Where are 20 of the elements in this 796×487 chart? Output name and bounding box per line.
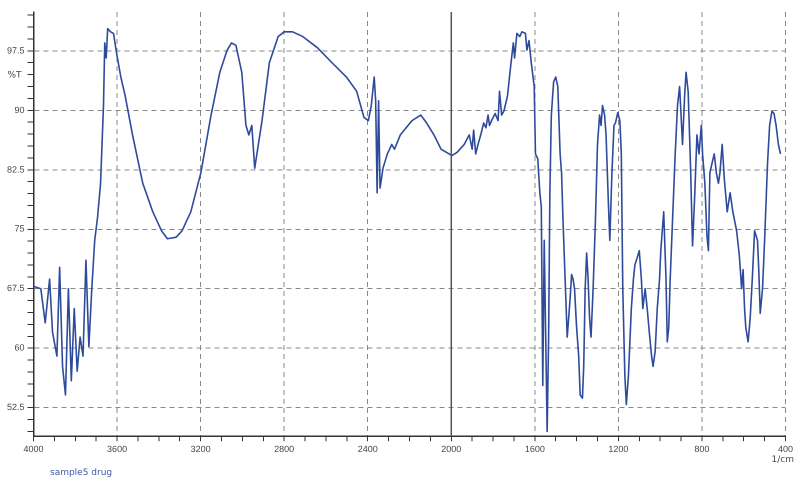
x-tick-label: 4000 <box>24 444 44 454</box>
x-tick-label: 3200 <box>190 444 211 454</box>
y-tick-label: 67.5 <box>6 283 25 294</box>
x-tick-label: 1200 <box>608 444 628 454</box>
y-tick-label: 52.5 <box>6 402 25 412</box>
y-tick-label: 60 <box>14 342 25 353</box>
x-tick-label: 2800 <box>274 444 294 454</box>
x-tick-label: 3600 <box>107 444 128 454</box>
x-tick-label: 400 <box>778 444 794 454</box>
y-tick-label: 90 <box>14 104 25 115</box>
x-tick-label: 2400 <box>358 444 378 454</box>
x-axis-title: 1/cm <box>772 455 794 466</box>
x-tick-label: 800 <box>694 444 710 454</box>
y-tick-label: 97.5 <box>6 45 25 56</box>
x-tick-label: 2000 <box>441 444 462 454</box>
y-tick-label: 82.5 <box>6 164 25 174</box>
text: sample5 drug <box>50 468 112 478</box>
x-tick-label: 1600 <box>524 444 545 454</box>
y-tick-label: 75 <box>14 224 25 234</box>
y-axis-title: %T <box>7 70 22 81</box>
